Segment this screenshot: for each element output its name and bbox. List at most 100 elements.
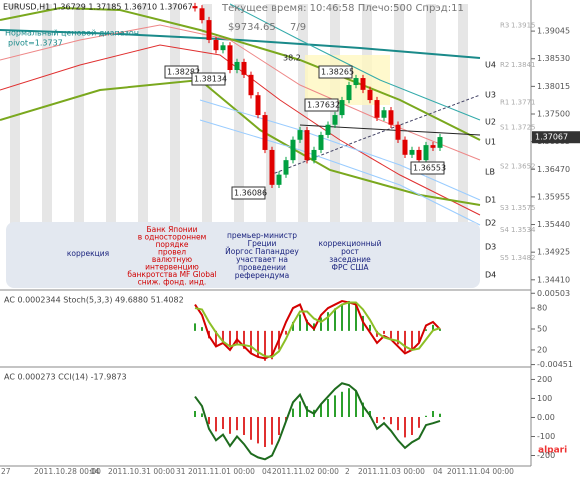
- time-label: 2011.10.28 00:00: [34, 467, 101, 476]
- candle-body: [262, 115, 268, 150]
- histogram-bar: [341, 303, 343, 331]
- annotation-line: интервенцию: [145, 263, 199, 272]
- annotation-line: проведении: [238, 263, 286, 272]
- candle-body: [248, 74, 254, 96]
- level-value: 1.3771: [511, 99, 536, 107]
- histogram-bar: [208, 417, 210, 425]
- histogram-bar: [250, 330, 252, 354]
- histogram-bar: [411, 330, 413, 350]
- panel-title: AC 0.0002344 Stoch(5,3,3) 49.6880 51.408…: [4, 296, 184, 305]
- level-value: 1.3725: [511, 123, 536, 131]
- channel-label: D4: [485, 271, 496, 280]
- time-label: 2011.11.01 00:00: [188, 467, 255, 476]
- histogram-bar: [383, 417, 385, 420]
- level-name: R3: [500, 21, 509, 29]
- status: Текущее время: 10:46:58 Плечо:500 Спрэд:…: [221, 3, 464, 14]
- candle-body: [283, 160, 289, 175]
- histogram-bar: [432, 324, 434, 331]
- histogram-bar: [341, 391, 343, 417]
- annotation-line: порядке: [155, 240, 188, 249]
- level-value: 1.3534: [511, 226, 536, 234]
- level-name: S2: [500, 163, 509, 171]
- osc-tick-label: -100: [537, 432, 555, 441]
- osc-y2-tick-label: -0.00451: [537, 360, 573, 369]
- osc-tick-label: 80: [537, 304, 547, 313]
- candle-body: [297, 130, 303, 140]
- histogram-bar: [362, 402, 364, 417]
- histogram-bar: [334, 395, 336, 417]
- level-name: S3: [500, 204, 509, 212]
- histogram-bar: [411, 417, 413, 435]
- histogram-bar: [201, 327, 203, 331]
- channel-label: U4: [485, 61, 496, 70]
- candle-body: [276, 174, 282, 185]
- annotation-line: в одностороннем: [138, 233, 207, 242]
- level-value: 1.3652: [511, 163, 536, 171]
- price-label: 1.37632: [307, 101, 340, 110]
- histogram-bar: [397, 330, 399, 345]
- annotation-line: валютную: [152, 255, 192, 264]
- histogram-bar: [320, 317, 322, 331]
- channel-label: U1: [485, 138, 496, 147]
- price-label-box: [191, 72, 226, 86]
- candle-body: [402, 139, 408, 155]
- candle-body: [381, 110, 387, 118]
- candle-body: [241, 61, 247, 75]
- histogram-bar: [236, 330, 238, 345]
- histogram-bar: [306, 319, 308, 331]
- histogram-bar: [257, 330, 259, 358]
- level-name: S1: [500, 123, 509, 131]
- price-label-box: [410, 161, 445, 175]
- logo: alpari: [538, 446, 567, 456]
- channel-label: LB: [485, 168, 495, 177]
- histogram-bar: [348, 388, 350, 417]
- histogram-bar: [355, 302, 357, 331]
- histogram-bar: [418, 330, 420, 343]
- price-label: 1.38265: [321, 68, 354, 77]
- candle-body: [318, 134, 324, 150]
- channel-label: D3: [485, 243, 496, 252]
- histogram-bar: [404, 330, 406, 352]
- balance: $9734.65: [228, 22, 276, 33]
- histogram-bar: [390, 417, 392, 425]
- candle-body: [213, 39, 219, 51]
- histogram-bar: [215, 330, 217, 346]
- histogram-bar: [306, 406, 308, 417]
- price-tick-label: 1.38015: [537, 82, 570, 91]
- candle-body: [199, 8, 205, 21]
- histogram-bar: [264, 330, 266, 361]
- osc-y2-tick-label: 0.00503: [537, 289, 570, 298]
- price-tick-label: 1.39045: [537, 27, 570, 36]
- candle-body: [290, 139, 296, 161]
- histogram-bar: [299, 401, 301, 417]
- price-label-box: [304, 98, 339, 112]
- histogram-bar: [271, 417, 273, 445]
- candle-body: [409, 149, 415, 155]
- channel-label: U2: [485, 118, 496, 127]
- candle-body: [227, 45, 233, 70]
- histogram-bar: [264, 417, 266, 447]
- histogram-bar: [327, 399, 329, 417]
- level-name: R2: [500, 61, 509, 69]
- annotation-line: провел: [158, 248, 186, 257]
- price-tick-label: 1.35440: [537, 220, 570, 229]
- annotation-line: коррекция: [67, 249, 109, 258]
- histogram-bar: [383, 330, 385, 334]
- time-label: 31: [176, 467, 186, 476]
- price-tick-label: 1.35955: [537, 192, 570, 201]
- level-value: 1.3482: [511, 254, 536, 262]
- annotation-line: Банк Японии: [147, 225, 198, 234]
- histogram-bar: [390, 330, 392, 339]
- candle-body: [255, 95, 261, 116]
- level-name: S4: [500, 226, 509, 234]
- time-label: 2011.11.02 00:00: [272, 467, 339, 476]
- osc-line: [194, 300, 441, 360]
- histogram-bar: [201, 413, 203, 417]
- annotation-line: коррекционный: [319, 239, 382, 248]
- candle-body: [339, 100, 345, 116]
- histogram-bar: [257, 417, 259, 444]
- annotation-line: рост: [341, 247, 359, 256]
- osc-tick-label: 20: [537, 345, 547, 354]
- price-label-box: [231, 186, 266, 200]
